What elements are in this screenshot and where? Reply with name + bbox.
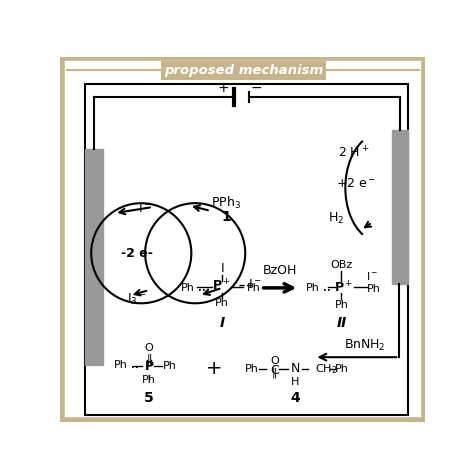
Text: C: C (270, 364, 279, 377)
Text: I$_3$$^-$: I$_3$$^-$ (128, 292, 147, 307)
Text: Ph: Ph (181, 283, 194, 293)
Text: Ph: Ph (142, 375, 156, 385)
Text: Ph: Ph (335, 364, 348, 374)
Bar (85, 84, 409, 415)
Text: I$^-$: I$^-$ (366, 270, 379, 283)
Text: II: II (337, 316, 346, 329)
Text: Ph: Ph (163, 361, 177, 372)
Text: N: N (291, 362, 300, 375)
Text: -2 e-: -2 e- (121, 247, 154, 260)
Text: O: O (145, 343, 154, 353)
Text: Ph: Ph (247, 283, 261, 293)
Text: Ph: Ph (114, 360, 128, 370)
Text: 4: 4 (291, 391, 300, 405)
Text: Ph: Ph (367, 284, 381, 294)
Text: I: I (219, 316, 225, 329)
Text: −: − (251, 81, 263, 95)
Text: OBz: OBz (330, 260, 353, 270)
Text: +: + (218, 81, 229, 95)
Text: I$^-$: I$^-$ (248, 278, 262, 291)
Text: P$^+$: P$^+$ (212, 279, 232, 294)
Text: $\mathrm{CH_2}$: $\mathrm{CH_2}$ (315, 362, 337, 375)
Text: $\mathbf{\cdot\!\cdot}$: $\mathbf{\cdot\!\cdot}$ (322, 283, 331, 293)
Text: PPh$_3$: PPh$_3$ (211, 195, 241, 211)
Text: 1: 1 (221, 210, 231, 224)
Text: O: O (270, 356, 279, 366)
Text: $\mathbf{\cdot\!\cdot}$: $\mathbf{\cdot\!\cdot}$ (130, 360, 138, 370)
Text: P: P (145, 360, 154, 373)
Text: $\mathbf{\cdot\!\cdot}$: $\mathbf{\cdot\!\cdot}$ (198, 283, 206, 293)
Text: H: H (291, 377, 300, 387)
Text: H$_2$: H$_2$ (328, 211, 345, 226)
Text: I: I (220, 262, 224, 275)
Text: I$^-$: I$^-$ (138, 202, 152, 215)
Text: +2 e$^-$: +2 e$^-$ (336, 177, 376, 191)
Text: proposed mechanism: proposed mechanism (164, 64, 323, 77)
Text: BzOH: BzOH (263, 264, 297, 277)
Text: Ph: Ph (335, 300, 348, 310)
Text: $\|$: $\|$ (146, 353, 152, 366)
Text: 2 H$^+$: 2 H$^+$ (337, 146, 369, 161)
Text: Ph: Ph (245, 364, 258, 374)
Bar (392, 130, 409, 284)
Text: $\|$: $\|$ (272, 365, 278, 380)
Text: Ph: Ph (306, 283, 320, 293)
Text: +: + (206, 359, 223, 378)
Text: 5: 5 (144, 391, 154, 405)
Text: Ph: Ph (215, 298, 229, 308)
FancyBboxPatch shape (62, 58, 424, 420)
Text: P$^+$: P$^+$ (334, 280, 354, 295)
Bar (161, 61, 326, 80)
Bar (85, 149, 103, 365)
Text: BnNH$_2$: BnNH$_2$ (344, 338, 385, 353)
